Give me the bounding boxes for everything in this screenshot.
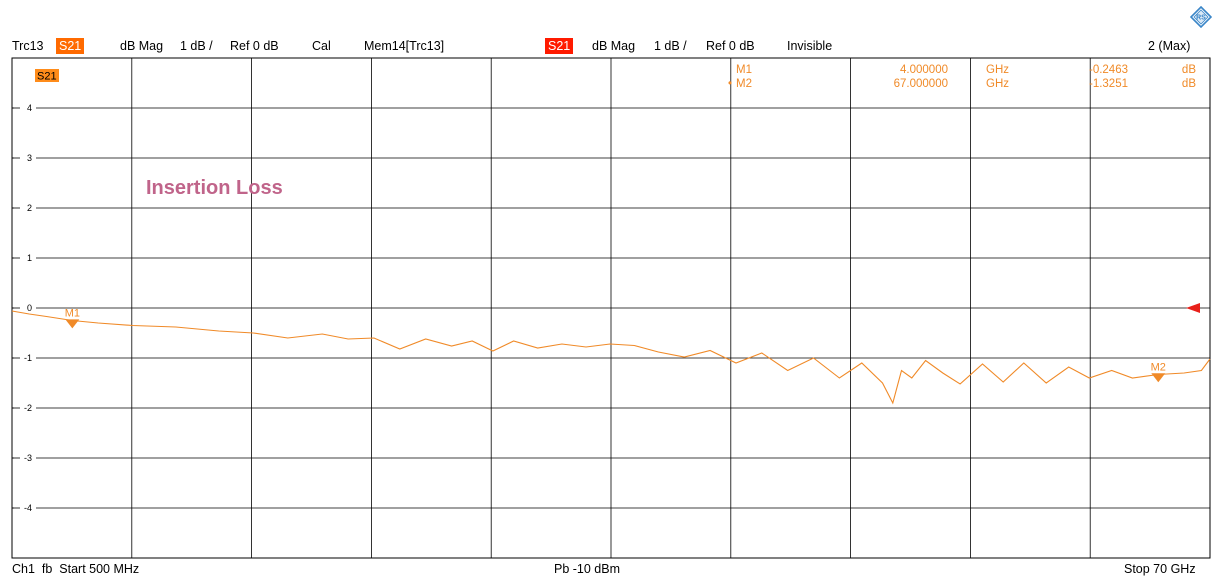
trace-header: Trc13 S21 dB Mag 1 dB / Ref 0 dB Cal Mem…	[12, 38, 1212, 54]
marker-info-table: M1 4.000000 GHz -0.2463 dB • M2 67.00000…	[728, 64, 1196, 90]
insertion-loss-annotation: Insertion Loss	[146, 177, 283, 199]
y-tick-label: -3	[24, 453, 32, 463]
marker-1-value-unit: dB	[1182, 64, 1196, 76]
sweep-mode: fb	[41, 562, 53, 576]
marker-1-value: -0.2463	[1089, 64, 1128, 76]
trace-reference: Ref 0 dB	[230, 39, 279, 53]
trace-tag-label: S21	[37, 71, 57, 83]
s21-trace-line	[11, 310, 1211, 405]
y-tick-background	[14, 302, 36, 313]
source-power[interactable]: Pb -10 dBm	[554, 562, 621, 576]
trace-scale: 1 dB /	[180, 39, 213, 53]
marker-1-frequency: 4.000000	[900, 64, 948, 76]
marker-1-frequency-unit: GHz	[986, 64, 1009, 76]
trace-cal-status: Cal	[312, 39, 331, 53]
trace-count: 2 (Max)	[1148, 39, 1191, 53]
marker-2-value: -1.3251	[1089, 78, 1128, 90]
marker-2-frequency: 67.000000	[894, 78, 948, 90]
y-tick-background	[14, 452, 36, 463]
y-tick-label: 1	[27, 253, 32, 263]
memory-trace-name[interactable]: Mem14[Trc13]	[364, 39, 445, 53]
svg-text:RS: RS	[1196, 15, 1206, 22]
memory-scale: 1 dB /	[654, 39, 687, 53]
memory-parameter-badge[interactable]: S21	[545, 38, 574, 54]
memory-reference: Ref 0 dB	[706, 39, 755, 53]
reference-level-arrow-icon[interactable]	[1186, 303, 1200, 313]
memory-format: dB Mag	[592, 39, 636, 53]
marker-1-triangle-icon[interactable]	[65, 319, 80, 329]
y-tick-background	[14, 402, 36, 413]
marker-2-triangle-icon[interactable]	[1151, 373, 1166, 383]
y-tick-label: 4	[27, 103, 32, 113]
y-tick-label: -4	[24, 503, 32, 513]
trace-parameter-badge[interactable]: S21	[56, 38, 85, 54]
y-tick-background	[14, 152, 36, 163]
channel-label[interactable]: Ch1	[12, 562, 35, 576]
y-tick-label: -1	[24, 353, 32, 363]
y-tick-background	[14, 502, 36, 513]
marker-2-name: M2	[736, 78, 752, 90]
y-tick-background	[14, 202, 36, 213]
marker-1-name: M1	[736, 64, 752, 76]
marker-2-label: M2	[1151, 361, 1166, 373]
y-tick-background	[14, 352, 36, 363]
active-marker-indicator: •	[728, 78, 732, 90]
trace-name[interactable]: Trc13	[12, 39, 44, 53]
start-frequency[interactable]: Start 500 MHz	[59, 562, 140, 576]
y-tick-label: 2	[27, 203, 32, 213]
footer-left: Ch1 fb Start 500 MHz	[12, 562, 139, 576]
rohde-schwarz-logo-icon: RS	[1190, 6, 1212, 28]
stop-frequency[interactable]: Stop 70 GHz	[1124, 562, 1196, 576]
marker-2-frequency-unit: GHz	[986, 78, 1009, 90]
trace-tag-badge[interactable]	[35, 69, 59, 82]
y-tick-label: -2	[24, 403, 32, 413]
y-tick-label: 3	[27, 153, 32, 163]
marker-2-value-unit: dB	[1182, 78, 1196, 90]
memory-visibility: Invisible	[787, 39, 833, 53]
y-tick-label: 0	[27, 303, 32, 313]
y-tick-background	[14, 102, 36, 113]
trace-format: dB Mag	[120, 39, 164, 53]
marker-1-label: M1	[65, 307, 80, 319]
y-tick-background	[14, 252, 36, 263]
